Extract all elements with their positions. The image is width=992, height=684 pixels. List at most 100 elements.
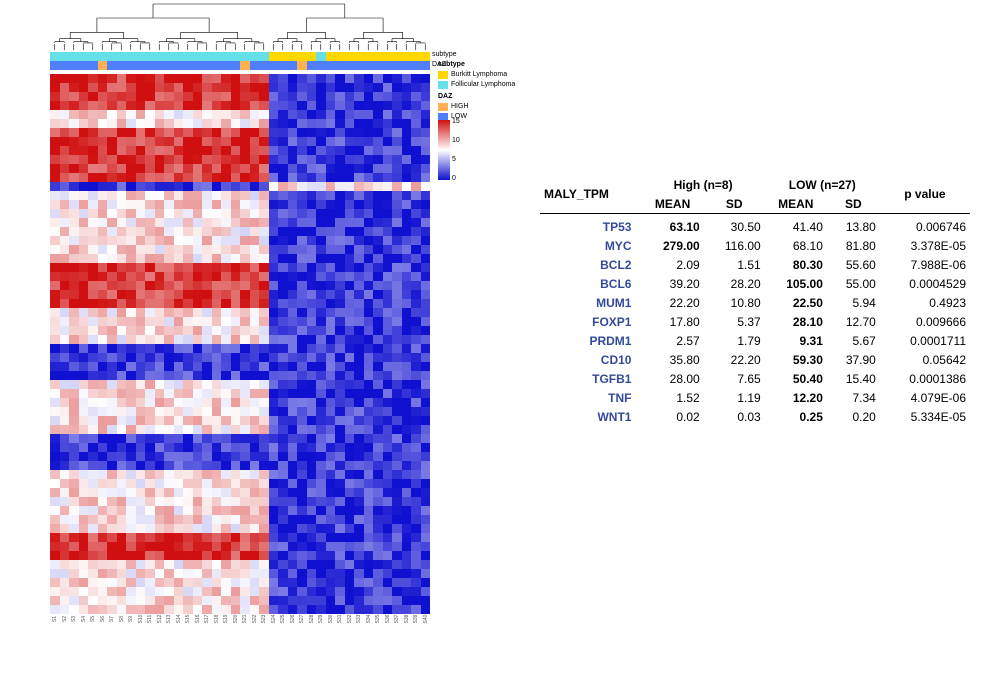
- table-cell: 0.03: [704, 408, 765, 427]
- heatmap-x-tick: S11: [147, 614, 153, 624]
- table-cell: 1.19: [704, 389, 765, 408]
- annotation-track-subtype: [50, 52, 430, 61]
- heatmap-x-tick: S15: [185, 614, 191, 624]
- heatmap-x-tick: S29: [318, 614, 324, 624]
- heatmap-x-tick: S19: [223, 614, 229, 624]
- heatmap-x-tick: S36: [384, 614, 390, 624]
- table-cell: 105.00: [765, 275, 827, 294]
- annotation-track-DAZ: [50, 61, 430, 70]
- heatmap-x-tick: S38: [403, 614, 409, 624]
- table-cell: 28.20: [704, 275, 765, 294]
- table-cell: 0.25: [765, 408, 827, 427]
- heatmap-x-tick: S9: [128, 614, 134, 624]
- table-cell: CD10: [540, 351, 641, 370]
- heatmap-x-tick: S22: [251, 614, 257, 624]
- heatmap-x-tick: S10: [137, 614, 143, 624]
- table-cell: 0.0001711: [880, 332, 970, 351]
- legend-block: subtype Burkitt LymphomaFollicular Lymph…: [438, 58, 515, 122]
- heatmap-x-tick: S33: [356, 614, 362, 624]
- table-cell: 3.378E-05: [880, 237, 970, 256]
- legend-label: HIGH: [451, 102, 469, 112]
- header-pvalue: p value: [880, 175, 970, 214]
- table-cell: 0.006746: [880, 214, 970, 237]
- heatmap-x-tick: S12: [156, 614, 162, 624]
- table-cell: 7.988E-06: [880, 256, 970, 275]
- legend-title-daz: DAZ: [438, 92, 515, 102]
- table-cell: 1.79: [704, 332, 765, 351]
- heatmap-x-tick: S21: [242, 614, 248, 624]
- header-group-high: High (n=8): [641, 175, 764, 194]
- table-cell: 41.40: [765, 214, 827, 237]
- table-cell: PRDM1: [540, 332, 641, 351]
- heatmap-x-tick: S30: [327, 614, 333, 624]
- heatmap-x-tick: S17: [204, 614, 210, 624]
- heatmap-x-tick: S37: [394, 614, 400, 624]
- header-sd-1: SD: [704, 194, 765, 214]
- table-cell: 4.079E-06: [880, 389, 970, 408]
- table-cell: 0.05642: [880, 351, 970, 370]
- table-cell: 116.00: [704, 237, 765, 256]
- table-cell: 13.80: [827, 214, 880, 237]
- table-cell: BCL6: [540, 275, 641, 294]
- table-row: MYC279.00116.0068.1081.803.378E-05: [540, 237, 970, 256]
- colorbar-ticks: 15 10 5 0: [452, 118, 460, 182]
- heatmap-x-tick: S39: [413, 614, 419, 624]
- table-cell: 10.80: [704, 294, 765, 313]
- table-cell: TP53: [540, 214, 641, 237]
- table-cell: 28.00: [641, 370, 703, 389]
- heatmap-panel: subtype DAZ S1S2S3S4S5S6S7S8S9S10S11S12S…: [20, 0, 500, 640]
- table-row: PRDM12.571.799.315.670.0001711: [540, 332, 970, 351]
- legend-swatch: [438, 81, 448, 89]
- heatmap-x-tick: S18: [213, 614, 219, 624]
- table-cell: 39.20: [641, 275, 703, 294]
- table-row: BCL639.2028.20105.0055.000.0004529: [540, 275, 970, 294]
- table-cell: 68.10: [765, 237, 827, 256]
- heatmap-x-tick: S25: [280, 614, 286, 624]
- stats-table: MALY_TPM High (n=8) LOW (n=27) p value M…: [540, 175, 970, 427]
- table-cell: WNT1: [540, 408, 641, 427]
- heatmap-x-tick: S6: [99, 614, 105, 624]
- table-cell: 12.20: [765, 389, 827, 408]
- heatmap-x-tick: S27: [299, 614, 305, 624]
- table-cell: 30.50: [704, 214, 765, 237]
- table-cell: 81.80: [827, 237, 880, 256]
- colorbar-tick: 15: [452, 118, 460, 125]
- table-cell: 2.09: [641, 256, 703, 275]
- table-cell: 7.65: [704, 370, 765, 389]
- heatmap-x-tick: S34: [365, 614, 371, 624]
- heatmap-x-tick: S40: [422, 614, 428, 624]
- colorbar-tick: 5: [452, 156, 460, 163]
- table-row: TNF1.521.1912.207.344.079E-06: [540, 389, 970, 408]
- heatmap-x-tick: S35: [375, 614, 381, 624]
- legend-item: Follicular Lymphoma: [438, 80, 515, 90]
- table-cell: 2.57: [641, 332, 703, 351]
- table-cell: 0.4923: [880, 294, 970, 313]
- table-cell: 59.30: [765, 351, 827, 370]
- header-mean-2: MEAN: [765, 194, 827, 214]
- header-mean-1: MEAN: [641, 194, 703, 214]
- stats-table-panel: MALY_TPM High (n=8) LOW (n=27) p value M…: [540, 175, 970, 427]
- table-row: BCL22.091.5180.3055.607.988E-06: [540, 256, 970, 275]
- table-cell: 12.70: [827, 313, 880, 332]
- header-sd-2: SD: [827, 194, 880, 214]
- table-cell: 0.009666: [880, 313, 970, 332]
- heatmap-x-tick: S23: [261, 614, 267, 624]
- table-cell: 0.0004529: [880, 275, 970, 294]
- heatmap-x-tick: S26: [289, 614, 295, 624]
- heatmap-x-tick: S13: [166, 614, 172, 624]
- table-cell: 5.334E-05: [880, 408, 970, 427]
- table-cell: 1.52: [641, 389, 703, 408]
- table-cell: 5.37: [704, 313, 765, 332]
- heatmap-x-labels: S1S2S3S4S5S6S7S8S9S10S11S12S13S14S15S16S…: [50, 616, 430, 622]
- heatmap-x-tick: S3: [71, 614, 77, 624]
- table-cell: 55.60: [827, 256, 880, 275]
- table-cell: 9.31: [765, 332, 827, 351]
- table-cell: 5.94: [827, 294, 880, 313]
- colorbar-tick: 0: [452, 175, 460, 182]
- heatmap-x-tick: S20: [232, 614, 238, 624]
- table-cell: 279.00: [641, 237, 703, 256]
- table-title: MALY_TPM: [544, 187, 609, 201]
- colorbar-tick: 10: [452, 137, 460, 144]
- annotation-tracks: [50, 52, 430, 70]
- table-row: TP5363.1030.5041.4013.800.006746: [540, 214, 970, 237]
